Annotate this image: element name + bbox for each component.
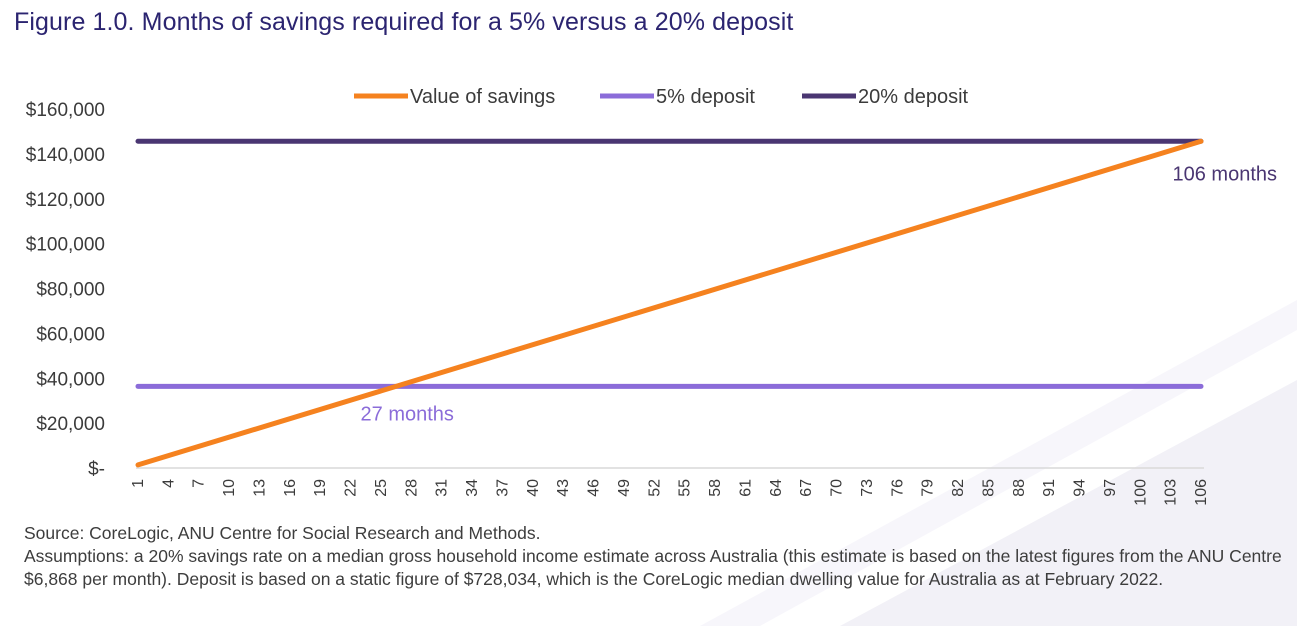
x-tick-label: 37	[494, 479, 511, 497]
y-tick-label: $-	[88, 459, 105, 480]
x-tick-label: 55	[677, 479, 694, 497]
x-tick-label: 40	[525, 479, 542, 497]
x-tick-label: 73	[859, 479, 876, 497]
x-tick-label: 61	[737, 479, 754, 497]
series-lines	[135, 138, 1204, 468]
x-tick-label: 70	[829, 479, 846, 497]
x-tick-label: 67	[798, 479, 815, 497]
x-tick-label: 79	[920, 479, 937, 497]
x-tick-label: 97	[1102, 479, 1119, 497]
x-tick-label: 43	[555, 479, 572, 497]
x-tick-label: 82	[950, 479, 967, 497]
x-tick-label: 106	[1193, 479, 1210, 506]
x-tick-label: 85	[980, 479, 997, 497]
x-tick-label: 4	[160, 479, 177, 488]
x-tick-label: 34	[464, 479, 481, 497]
x-tick-label: 28	[403, 479, 420, 497]
x-tick-label: 22	[343, 479, 360, 497]
x-tick-label: 100	[1132, 479, 1149, 506]
y-tick-label: $40,000	[36, 369, 105, 390]
source-note: Source: CoreLogic, ANU Centre for Social…	[24, 523, 541, 543]
x-tick-label: 13	[251, 479, 268, 497]
x-tick-label: 19	[312, 479, 329, 497]
line-chart: Value of savings 5% deposit 20% deposit $-…	[26, 86, 1277, 506]
x-tick-label: 49	[616, 479, 633, 497]
x-tick-label: 31	[434, 479, 451, 497]
footer: Source: CoreLogic, ANU Centre for Social…	[24, 522, 1289, 591]
x-tick-label: 64	[768, 479, 785, 497]
y-tick-label: $60,000	[36, 324, 105, 345]
series-line-value-of-savings	[135, 138, 1204, 468]
x-tick-label: 10	[221, 479, 238, 497]
x-tick-label: 25	[373, 479, 390, 497]
x-tick-label: 76	[889, 479, 906, 497]
x-tick-label: 1	[130, 479, 147, 488]
x-tick-label: 52	[646, 479, 663, 497]
x-tick-label: 94	[1072, 479, 1089, 497]
x-tick-label: 58	[707, 479, 724, 497]
annotations: 27 months 106 months	[361, 163, 1277, 425]
x-tick-label: 7	[191, 479, 208, 488]
x-tick-label: 103	[1163, 479, 1180, 506]
y-tick-label: $20,000	[36, 414, 105, 435]
y-tick-label: $140,000	[26, 145, 105, 166]
assumptions-note: Assumptions: a 20% savings rate on a med…	[24, 546, 1282, 589]
figure-title: Figure 1.0. Months of savings required f…	[14, 8, 794, 36]
x-axis: 1 4 7 10 13 16 19 22 25 28 31 34 37 40 43 46 49 52 55 58 61 6…	[130, 479, 1210, 506]
legend-label: 20% deposit	[858, 86, 969, 108]
y-tick-label: $100,000	[26, 235, 105, 256]
y-tick-label: $120,000	[26, 190, 105, 211]
y-tick-label: $160,000	[26, 100, 105, 121]
x-tick-label: 88	[1011, 479, 1028, 497]
annotation-5pct: 27 months	[361, 403, 454, 425]
legend-label: 5% deposit	[656, 86, 755, 108]
y-tick-label: $80,000	[36, 280, 105, 301]
annotation-20pct: 106 months	[1172, 163, 1277, 185]
legend: Value of savings 5% deposit 20% deposit	[354, 86, 969, 108]
x-tick-label: 16	[282, 479, 299, 497]
legend-label: Value of savings	[410, 86, 555, 108]
x-tick-label: 91	[1041, 479, 1058, 497]
x-tick-label: 46	[586, 479, 603, 497]
y-axis: $- $20,000 $40,000 $60,000 $80,000 $100,000 $1…	[26, 100, 105, 480]
